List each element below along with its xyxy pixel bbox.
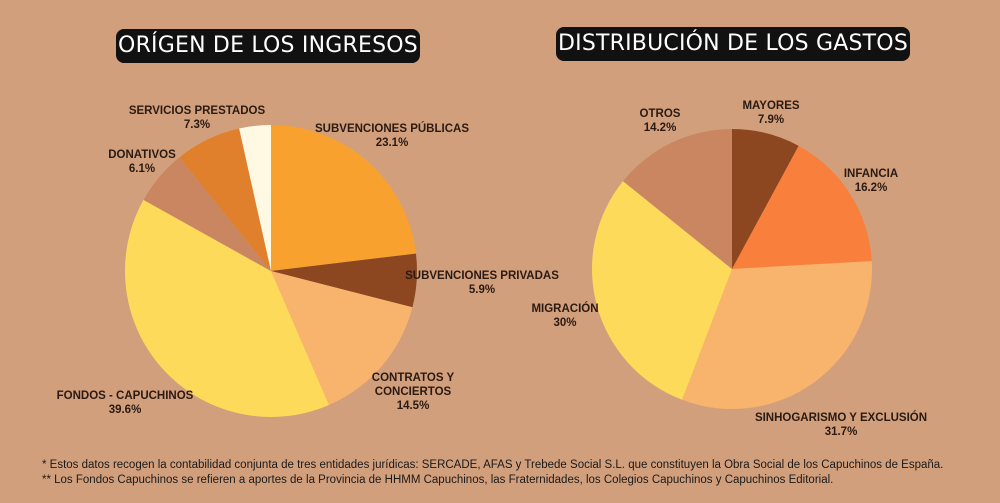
slice-label-infancia: INFANCIA 16.2% xyxy=(844,168,898,194)
pie-slice-migracion xyxy=(591,181,732,400)
pie-slice-fondos-capuchinos xyxy=(124,199,329,417)
pie-slice-donativos xyxy=(143,157,271,271)
footnotes: * Estos datos recogen la contabilidad co… xyxy=(42,458,982,488)
slice-name-label: SINHOGARISMO Y EXCLUSIÓN xyxy=(755,411,927,424)
footnote-2: ** Los Fondos Capuchinos se refieren a a… xyxy=(42,474,834,486)
chart-title-gastos: DISTRIBUCIÓN DE LOS GASTOS xyxy=(556,27,910,61)
slice-name-label: DONATIVOS xyxy=(108,149,176,161)
slice-value-label: 16.2% xyxy=(855,182,888,194)
footnote-1: * Estos datos recogen la contabilidad co… xyxy=(42,459,944,471)
slice-value-label: 23.1% xyxy=(376,137,409,149)
slice-label-otros: OTROS 14.2% xyxy=(640,108,681,134)
slice-name-label: SUBVENCIONES PRIVADAS xyxy=(405,270,559,282)
slice-name-label: MIGRACIÓN xyxy=(531,302,598,315)
pie-slice-unlabeled xyxy=(239,125,271,271)
slice-name-label: CONTRATOS Y xyxy=(372,372,455,384)
slice-label-subvenciones-publicas: SUBVENCIONES PÚBLICAS 23.1% xyxy=(315,122,469,149)
slice-value-label: 31.7% xyxy=(825,426,858,438)
slice-name-label: MAYORES xyxy=(742,100,799,112)
slice-name-label: FONDOS - CAPUCHINOS xyxy=(57,390,194,402)
pie-slice-infancia xyxy=(732,145,872,269)
slice-label-subvenciones-privadas: SUBVENCIONES PRIVADAS 5.9% xyxy=(405,270,559,296)
slice-value-label: 7.9% xyxy=(758,114,784,126)
slice-value-label: 39.6% xyxy=(109,404,142,416)
slice-name-label: INFANCIA xyxy=(844,168,898,180)
pie-slice-mayores xyxy=(732,129,799,269)
slice-label-migracion: MIGRACIÓN 30% xyxy=(531,302,598,329)
slice-label-mayores: MAYORES 7.9% xyxy=(742,100,799,126)
slice-label-servicios-prestados: SERVICIOS PRESTADOS 7.3% xyxy=(129,105,266,131)
slice-value-label: 5.9% xyxy=(469,284,495,296)
pie-slice-otros xyxy=(623,129,732,269)
slice-value-label: 7.3% xyxy=(184,119,210,131)
slice-name-label: SERVICIOS PRESTADOS xyxy=(129,105,266,117)
pie-slice-subvenciones-publicas xyxy=(271,125,416,271)
slice-label-sinhogarismo-y-exclusion: SINHOGARISMO Y EXCLUSIÓN 31.7% xyxy=(755,411,927,438)
slice-label-fondos-capuchinos: FONDOS - CAPUCHINOS 39.6% xyxy=(57,390,194,416)
pie-slice-sinhogarismo-y-exclusion xyxy=(682,261,873,410)
pie-slice-subvenciones-privadas xyxy=(271,253,417,308)
slice-value-label: 30% xyxy=(553,317,576,329)
chart-title-ingresos: ORÍGEN DE LOS INGRESOS xyxy=(116,29,420,63)
pie-slice-servicios-prestados xyxy=(179,128,271,271)
slice-value-label: 14.5% xyxy=(397,400,430,412)
pie-slice-contratos-y-conciertos xyxy=(271,271,413,405)
slice-name-label: OTROS xyxy=(640,108,681,120)
slice-name-label: SUBVENCIONES PÚBLICAS xyxy=(315,122,469,135)
slice-label-contratos-y-conciertos: CONTRATOS Y CONCIERTOS 14.5% xyxy=(372,372,455,412)
slice-value-label: 14.2% xyxy=(644,122,677,134)
slice-name-label: CONCIERTOS xyxy=(375,386,452,398)
slice-label-donativos: DONATIVOS 6.1% xyxy=(108,149,176,175)
slice-value-label: 6.1% xyxy=(129,163,155,175)
